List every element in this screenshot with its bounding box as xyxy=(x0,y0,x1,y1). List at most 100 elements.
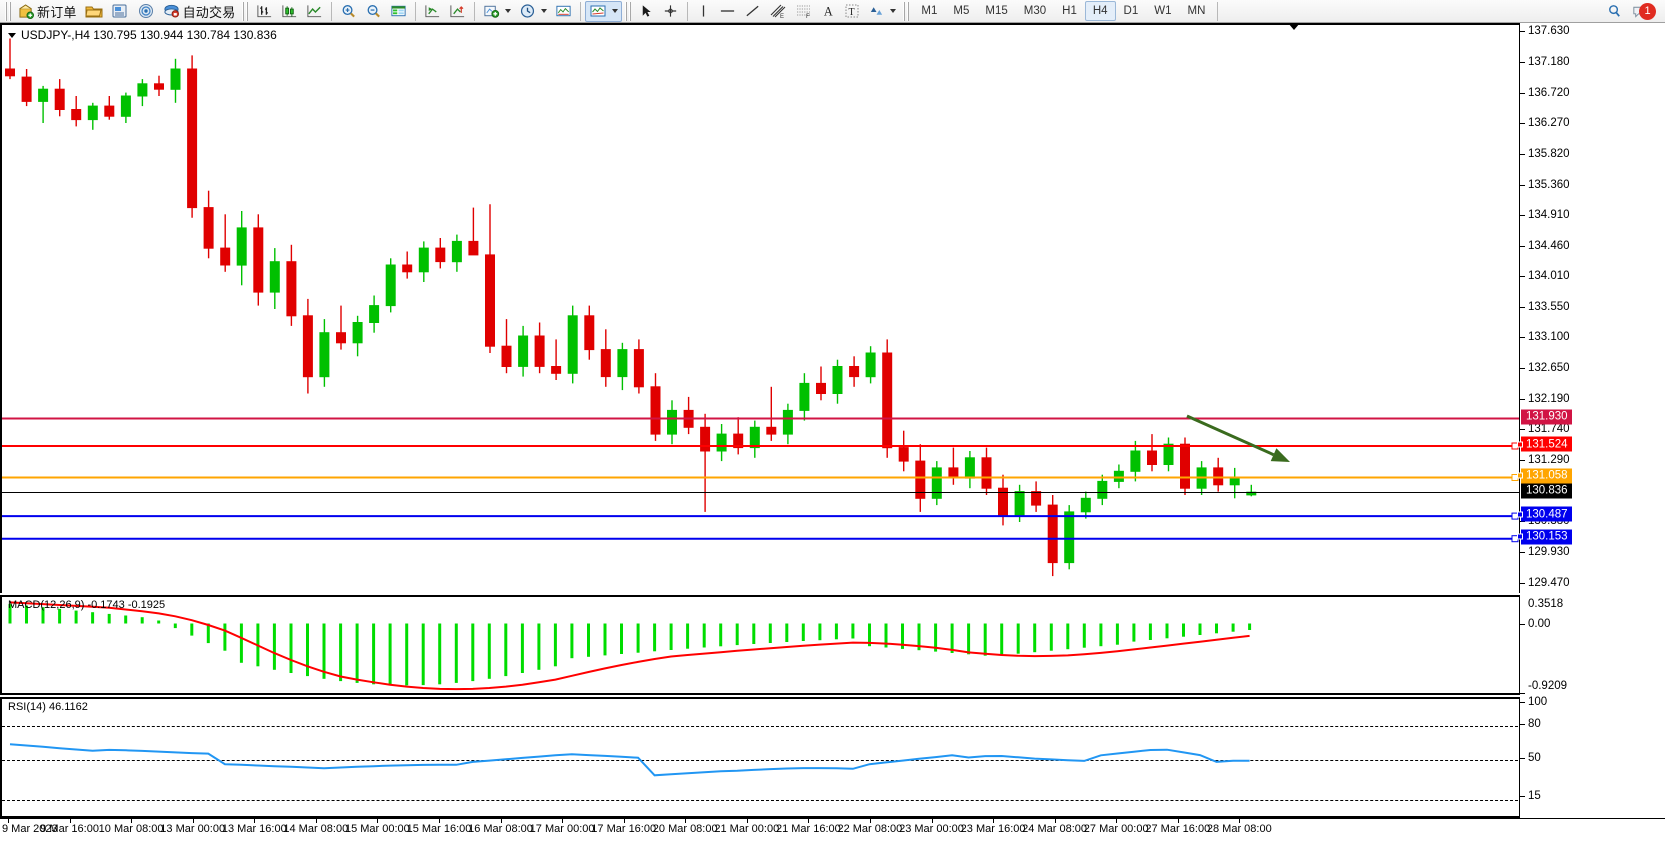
clock-icon xyxy=(521,4,535,18)
zoom-in-button[interactable] xyxy=(336,1,361,22)
chart-style-caret-icon[interactable] xyxy=(612,9,619,13)
rsi-tick xyxy=(1520,796,1525,798)
price-pane[interactable]: USDJPY-,H4 130.795 130.944 130.784 130.8… xyxy=(0,23,1520,593)
price-level-chip-resistance-main[interactable]: 131.524 xyxy=(1517,436,1572,452)
horizontal-line-button[interactable] xyxy=(715,1,740,22)
text-label-icon: T xyxy=(845,4,859,18)
new-order-button[interactable]: 新订单 xyxy=(15,1,81,22)
folder-icon xyxy=(85,6,103,18)
new-order-label: 新订单 xyxy=(37,4,77,20)
rsi-tick-label: 100 xyxy=(1528,696,1548,708)
auto-trading-button[interactable]: 自动交易 xyxy=(159,1,240,22)
toolbar-grip-3[interactable] xyxy=(625,1,633,21)
text-label-button[interactable]: T xyxy=(840,1,864,22)
time-tick xyxy=(808,819,810,823)
time-tick xyxy=(315,819,317,823)
price-tick-label: 131.740 xyxy=(1528,423,1570,436)
period-caret-icon[interactable] xyxy=(541,9,548,13)
scroll-position-caret-icon xyxy=(1288,23,1300,30)
timeframe-m1[interactable]: M1 xyxy=(921,5,938,17)
line-chart-button[interactable] xyxy=(302,1,327,22)
price-tick xyxy=(1520,184,1525,186)
chart-container[interactable]: USDJPY-,H4 130.795 130.944 130.784 130.8… xyxy=(0,23,1665,842)
folder-button[interactable] xyxy=(81,1,107,22)
data-window-button[interactable] xyxy=(386,1,411,22)
price-tick xyxy=(1520,551,1525,553)
period-button[interactable] xyxy=(515,1,551,22)
price-tick xyxy=(1520,399,1525,400)
trendline-icon xyxy=(746,5,760,17)
price-level-chip-support-lower[interactable]: 130.153 xyxy=(1517,529,1572,545)
price-tick xyxy=(1520,307,1525,308)
price-level-chip-last-price[interactable]: 130.836 xyxy=(1521,483,1572,498)
toolbar-grip[interactable] xyxy=(5,1,12,21)
candlestick-chart-button[interactable] xyxy=(277,1,302,22)
timeframe-m5[interactable]: M5 xyxy=(953,5,970,17)
add-indicator-caret-icon[interactable] xyxy=(505,9,512,13)
time-tick xyxy=(869,819,871,823)
timeframe-m30[interactable]: M30 xyxy=(1023,5,1047,17)
auto-scroll-button[interactable] xyxy=(445,1,470,22)
fibonacci-button[interactable]: F xyxy=(791,1,817,22)
price-axis[interactable]: 137.630 137.180 136.720 136.270 135.820 135.3… xyxy=(1517,23,1665,818)
news-button[interactable] xyxy=(107,1,133,22)
chart-style-button[interactable] xyxy=(585,0,623,22)
toolbar-grip-4[interactable] xyxy=(903,1,911,21)
price-level-chip-pivot[interactable]: 131.058 xyxy=(1517,468,1572,483)
equidistant-channel-button[interactable]: E xyxy=(765,1,791,22)
price-tick-label: 134.010 xyxy=(1528,269,1570,282)
macd-tick xyxy=(1520,623,1525,625)
price-tick xyxy=(1520,153,1525,155)
templates-button[interactable] xyxy=(551,1,576,22)
add-indicator-button[interactable] xyxy=(479,1,515,22)
rsi-pane[interactable]: RSI(14) 46.1162 xyxy=(0,697,1520,818)
crosshair-button[interactable] xyxy=(658,1,683,22)
timeframe-h4[interactable]: H4 xyxy=(1084,1,1116,21)
time-tick-label: 27 Mar 00:00 xyxy=(1083,823,1149,835)
timeframe-m15[interactable]: M15 xyxy=(985,5,1008,17)
text-button[interactable]: A xyxy=(817,1,840,22)
arrows-caret-icon[interactable] xyxy=(890,9,897,13)
time-tick xyxy=(1116,819,1118,823)
timeframe-h1[interactable]: H1 xyxy=(1062,5,1077,17)
arrows-button[interactable] xyxy=(864,1,900,22)
zoom-out-button[interactable] xyxy=(361,1,386,22)
toolbar-grip-2[interactable] xyxy=(242,1,250,21)
notifications-button[interactable]: 1 xyxy=(1627,1,1663,22)
timeframe-w1[interactable]: W1 xyxy=(1154,5,1172,17)
notification-badge: 1 xyxy=(1639,2,1656,20)
price-tick xyxy=(1520,429,1525,431)
price-tick xyxy=(1520,582,1525,584)
timeframe-mn[interactable]: MN xyxy=(1187,5,1206,17)
page-title: USDJPY-,H4 130.795 130.944 130.784 130.8… xyxy=(21,28,277,42)
price-tick xyxy=(1520,245,1525,247)
price-level-chip-support-upper[interactable]: 130.487 xyxy=(1517,506,1572,522)
expert-advisor-icon xyxy=(164,4,179,18)
price-tick-label: 129.470 xyxy=(1528,576,1570,589)
line-chart-icon xyxy=(307,5,322,18)
trendline-button[interactable] xyxy=(740,1,765,22)
svg-text:E: E xyxy=(780,14,784,19)
price-tick-label: 137.180 xyxy=(1528,55,1570,68)
timeframe-d1[interactable]: D1 xyxy=(1123,5,1139,17)
bar-chart-button[interactable] xyxy=(252,1,277,22)
cursor-button[interactable] xyxy=(635,1,658,22)
signal-button[interactable] xyxy=(133,1,159,22)
macd-tick-label: 0.3518 xyxy=(1528,598,1564,610)
price-level-chip-resistance-upper[interactable]: 131.930 xyxy=(1521,409,1572,424)
crosshair-icon xyxy=(665,5,677,17)
price-tick-label: 137.630 xyxy=(1528,25,1570,38)
time-tick xyxy=(685,819,687,823)
toolbar-separator-5 xyxy=(687,1,689,21)
svg-text:F: F xyxy=(806,14,810,19)
time-axis[interactable]: 9 Mar 2023 9 Mar 16:00 10 Mar 08:00 13 Mar … xyxy=(0,818,1665,842)
arrows-icon xyxy=(871,7,883,15)
rsi-level-80 xyxy=(2,726,1518,727)
vertical-line-button[interactable] xyxy=(692,1,715,22)
search-button[interactable] xyxy=(1602,1,1627,22)
chart-collapse-caret-icon[interactable] xyxy=(8,32,16,38)
shift-chart-button[interactable] xyxy=(420,1,445,22)
macd-label: MACD(12,26,9) -0.1743 -0.1925 xyxy=(8,599,166,611)
macd-pane[interactable]: MACD(12,26,9) -0.1743 -0.1925 xyxy=(0,595,1520,695)
price-tick-label: 135.820 xyxy=(1528,147,1570,160)
